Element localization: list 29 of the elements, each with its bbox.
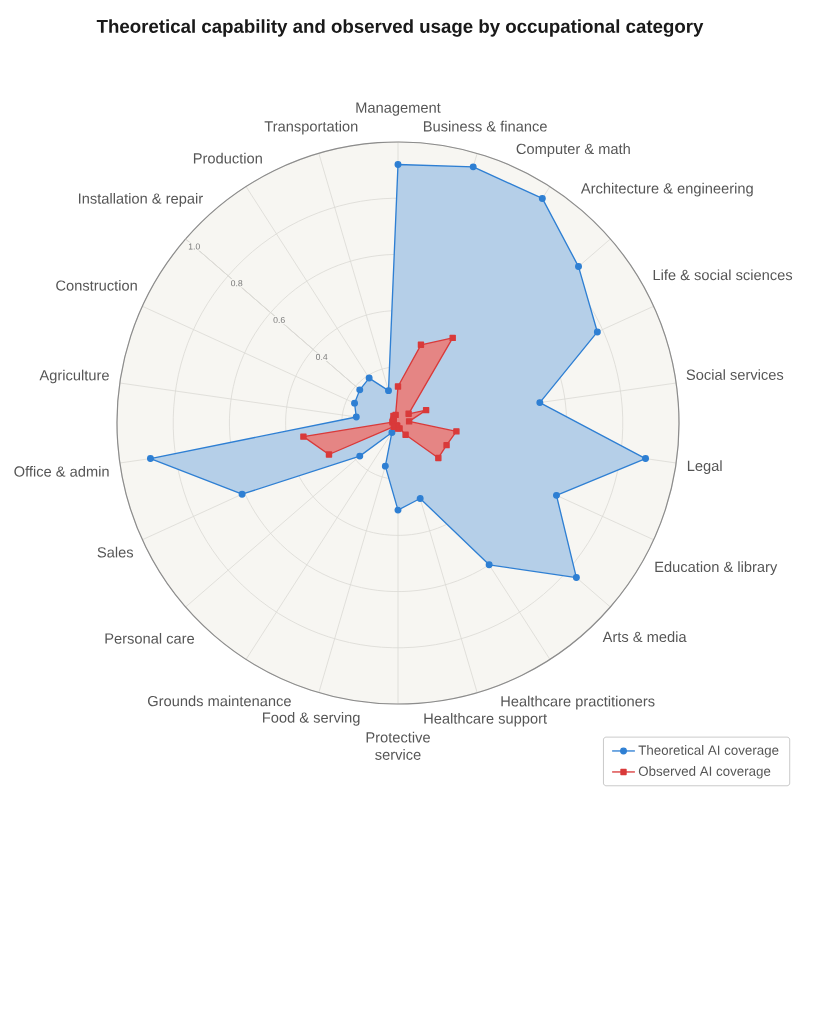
spoke-label: Installation & repair xyxy=(79,192,203,207)
spoke-label: Management xyxy=(356,102,441,116)
spoke-label: Legal xyxy=(687,460,722,474)
spoke-label: Production xyxy=(193,152,262,164)
spoke-label: Education & library xyxy=(655,561,778,575)
spoke-label: Business & finance xyxy=(423,120,547,132)
spoke-label: Grounds maintenance xyxy=(147,695,291,707)
spoke-label: Life & social sciences xyxy=(653,269,793,281)
spoke-label: Protective service xyxy=(366,731,430,760)
spoke-label: Social services xyxy=(686,369,784,380)
spoke-label: Personal care xyxy=(105,632,195,644)
spoke-label: Transportation xyxy=(264,120,358,135)
spoke-label: Arts & media xyxy=(602,631,687,643)
spoke-label: Agriculture xyxy=(39,369,109,384)
y-tick-label: 0.8 xyxy=(231,280,243,287)
y-tick-label: 0.6 xyxy=(273,316,285,324)
spoke-label: Computer & math xyxy=(516,143,630,157)
spoke-label: Healthcare support xyxy=(424,712,547,727)
spoke-label: Healthcare practitioners xyxy=(501,695,655,710)
y-tick-label: 0.4 xyxy=(315,353,328,360)
legend-label: Observed AI coverage xyxy=(638,766,771,779)
spoke-label: Food & serving xyxy=(263,712,360,726)
chart-title: Theoretical capability and observed usage by occupational category xyxy=(96,19,704,37)
y-tick-label: 1.0 xyxy=(188,243,200,250)
legend-label: Theoretical AI coverage xyxy=(638,745,779,758)
spoke-label: Construction xyxy=(56,279,137,291)
spoke-label: Sales xyxy=(97,546,134,558)
spoke-label: Architecture & engineering xyxy=(580,182,753,197)
spoke-label: Office & admin xyxy=(14,465,109,477)
